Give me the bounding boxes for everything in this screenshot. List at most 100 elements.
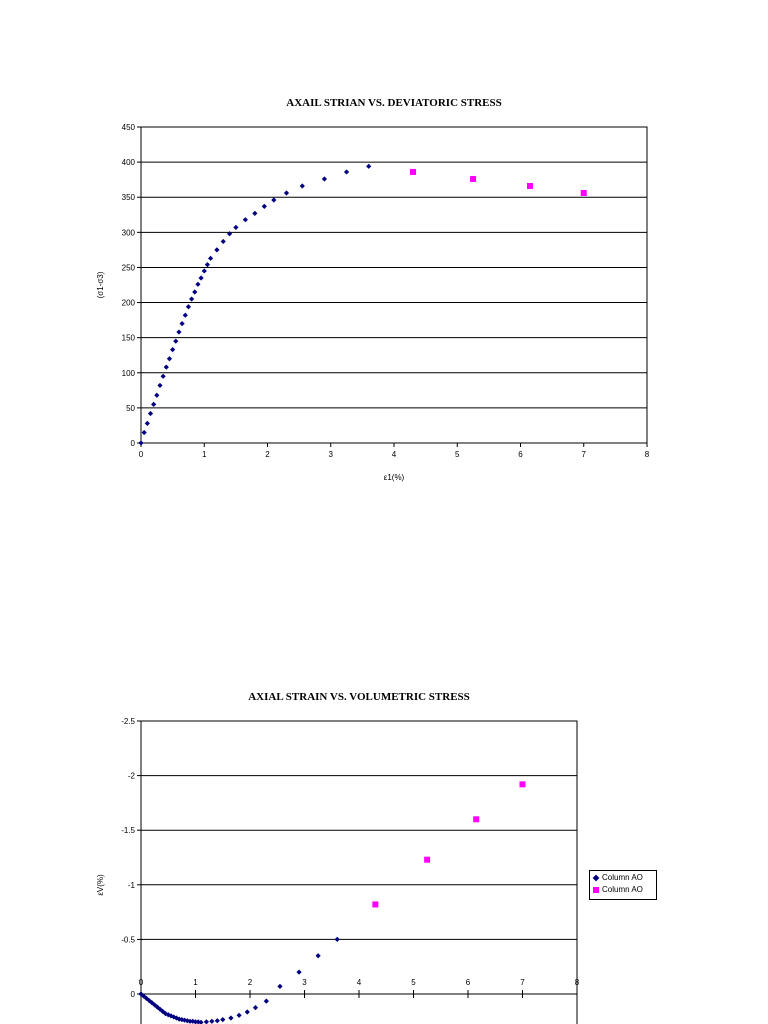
x-tick-label: 8 bbox=[575, 978, 580, 987]
series1-point bbox=[147, 410, 154, 417]
series1-point bbox=[207, 255, 214, 261]
y-tick-label: 0 bbox=[131, 990, 136, 999]
y-tick-label: 300 bbox=[122, 228, 136, 237]
x-tick-label: 0 bbox=[139, 450, 144, 459]
x-tick-label: 6 bbox=[466, 978, 471, 987]
series1-point bbox=[198, 275, 204, 281]
series1-point bbox=[271, 197, 277, 203]
y-tick-label: 250 bbox=[122, 263, 136, 272]
series1-point bbox=[204, 262, 211, 268]
series1-point bbox=[220, 238, 226, 245]
series1-point bbox=[154, 392, 160, 398]
y-tick-label: -2.5 bbox=[121, 717, 135, 726]
x-tick-label: 1 bbox=[193, 978, 198, 987]
y-tick-label: -1.5 bbox=[121, 826, 135, 835]
series1-point bbox=[277, 983, 283, 989]
series1-point bbox=[190, 1018, 196, 1024]
series1-point bbox=[160, 373, 166, 379]
series1-point bbox=[252, 1005, 259, 1011]
series2-point bbox=[372, 901, 379, 908]
y-tick-label: 100 bbox=[122, 369, 136, 378]
chart1-title: AXAIL STRIAN VS. DEVIATORIC STRESS bbox=[286, 97, 502, 109]
series1-point bbox=[263, 998, 269, 1004]
series1-point bbox=[163, 364, 169, 370]
series2-point bbox=[470, 175, 477, 182]
series1-point bbox=[283, 190, 290, 196]
x-tick-label: 5 bbox=[455, 450, 460, 459]
series1-point bbox=[299, 183, 305, 189]
legend-label: Column AO bbox=[602, 885, 643, 894]
series1-point bbox=[233, 224, 239, 231]
series1-point bbox=[366, 163, 372, 169]
x-tick-label: 4 bbox=[392, 450, 397, 459]
diamond-marker-icon bbox=[592, 874, 600, 882]
series1-point bbox=[165, 1012, 171, 1018]
series1-point bbox=[185, 304, 192, 310]
y-tick-label: 400 bbox=[122, 158, 136, 167]
series1-point bbox=[261, 203, 267, 209]
legend-entry-series1: Column AO bbox=[592, 872, 643, 884]
x-tick-label: 4 bbox=[357, 978, 362, 987]
series1-point bbox=[214, 1018, 220, 1024]
series2-point bbox=[519, 781, 526, 788]
series1-point bbox=[151, 401, 157, 407]
y-tick-label: -2 bbox=[128, 772, 136, 781]
series1-point bbox=[143, 995, 150, 1001]
y-tick-label: 350 bbox=[122, 193, 136, 202]
x-tick-label: 2 bbox=[265, 450, 270, 459]
series1-point bbox=[315, 953, 321, 959]
series1-point bbox=[170, 347, 176, 353]
series1-point bbox=[226, 231, 233, 237]
x-tick-label: 5 bbox=[411, 978, 416, 987]
series2-point bbox=[409, 168, 416, 175]
series1-point bbox=[201, 268, 207, 274]
x-tick-label: 7 bbox=[520, 978, 525, 987]
series1-point bbox=[176, 329, 182, 335]
series1-point bbox=[252, 210, 258, 216]
series1-point bbox=[160, 1008, 166, 1015]
y-tick-label: 150 bbox=[122, 334, 136, 343]
series1-point bbox=[157, 382, 163, 389]
series1-point bbox=[214, 247, 220, 253]
series1-point bbox=[236, 1012, 242, 1018]
legend-label: Column AO bbox=[602, 873, 643, 882]
chart2-legend: Column AO Column AO bbox=[589, 870, 657, 900]
series1-point bbox=[179, 321, 185, 327]
series1-point bbox=[152, 1002, 158, 1008]
x-tick-label: 1 bbox=[202, 450, 207, 459]
series1-point bbox=[141, 429, 147, 436]
series1-point bbox=[343, 169, 350, 175]
x-tick-label: 2 bbox=[248, 978, 253, 987]
y-tick-label: -0.5 bbox=[121, 935, 135, 944]
series1-point bbox=[242, 217, 248, 223]
series1-point bbox=[244, 1009, 250, 1015]
y-tick-label: 0 bbox=[131, 439, 136, 448]
x-tick-label: 3 bbox=[302, 978, 307, 987]
series1-point bbox=[187, 1018, 193, 1024]
square-marker-icon bbox=[593, 886, 599, 893]
series1-point bbox=[209, 1018, 215, 1024]
x-tick-label: 7 bbox=[582, 450, 587, 459]
series1-point bbox=[228, 1015, 234, 1021]
series2-point bbox=[526, 182, 533, 189]
series2-point bbox=[473, 816, 480, 823]
series1-point bbox=[296, 969, 302, 975]
series1-point bbox=[189, 296, 195, 302]
series1-point bbox=[321, 176, 328, 182]
x-tick-label: 8 bbox=[645, 450, 650, 459]
chart2-title: AXIAL STRAIN VS. VOLUMETRIC STRESS bbox=[248, 691, 470, 703]
series1-point bbox=[220, 1017, 226, 1023]
series1-point bbox=[173, 338, 179, 344]
series2-point bbox=[424, 856, 431, 863]
series1-point bbox=[138, 440, 144, 446]
chart1-y-axis-label: (σ1-σ3) bbox=[96, 271, 105, 298]
series1-point bbox=[173, 1015, 180, 1021]
y-tick-label: 450 bbox=[122, 123, 136, 132]
x-tick-label: 3 bbox=[329, 450, 334, 459]
series1-point bbox=[182, 312, 188, 318]
chart2-y-axis-label: εV(%) bbox=[96, 874, 105, 896]
chart1-plot-area bbox=[140, 126, 648, 444]
y-tick-label: -1 bbox=[128, 881, 136, 890]
x-tick-label: 6 bbox=[518, 450, 523, 459]
